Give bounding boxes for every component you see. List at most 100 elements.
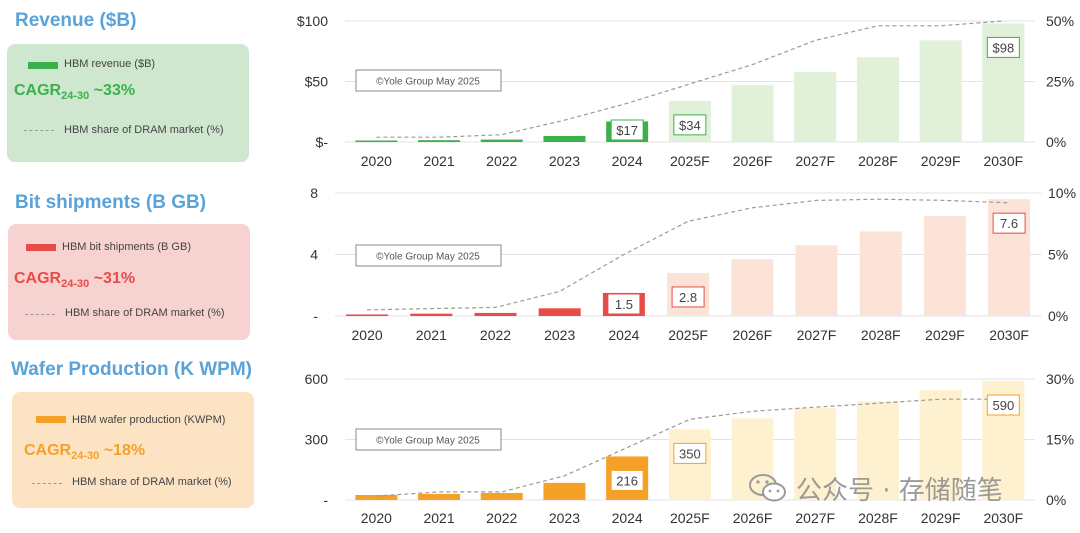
bit-shipments-bar	[538, 308, 581, 316]
bit-shipments-bar	[731, 259, 774, 316]
wafer-bar	[794, 408, 837, 500]
bit-shipments-x-tick: 2023	[544, 327, 575, 343]
wafer-data-label-box	[673, 442, 707, 464]
wafer-annotation-box	[355, 428, 502, 451]
revenue-data-label: $34	[679, 118, 701, 133]
wafer-x-tick: 2022	[486, 510, 517, 526]
bit-shipments-bar	[410, 313, 453, 316]
bit-shipments-data-label-box	[992, 212, 1026, 234]
wechat-icon	[749, 474, 786, 502]
wafer-x-tick: 2020	[361, 510, 392, 526]
bit-shipments-data-label: 7.6	[1000, 216, 1018, 231]
wafer-bar	[355, 494, 398, 500]
revenue-line-label: HBM share of DRAM market (%)	[64, 124, 224, 136]
bit-shipments-right-tick: 5%	[1048, 247, 1068, 263]
revenue-bar-label: HBM revenue ($B)	[64, 58, 156, 70]
revenue-x-tick: 2025F	[670, 153, 710, 169]
bit-shipments-x-tick: 2025F	[668, 327, 708, 343]
bit-shipments-cagr: CAGR24-30 ~31%	[14, 270, 136, 291]
bit-shipments-title: Bit shipments (B GB)	[15, 192, 207, 213]
revenue-legend-box: HBM revenue ($B) CAGR24-30 ~33% HBM shar…	[7, 44, 249, 162]
revenue-bar	[731, 85, 774, 142]
bit-shipments-left-tick: 8	[310, 185, 318, 201]
revenue-data-label: $17	[616, 123, 638, 138]
wafer-x-tick: 2030F	[983, 510, 1023, 526]
wafer-x-tick: 2028F	[858, 510, 898, 526]
bit-shipments-bar-label: HBM bit shipments (B GB)	[62, 241, 191, 253]
bit-shipments-bar	[923, 216, 966, 316]
revenue-bar	[543, 135, 586, 142]
bit-shipments-bar	[474, 312, 517, 316]
revenue-data-label-box	[673, 114, 707, 136]
wafer-x-tick: 2021	[423, 510, 454, 526]
wafer-data-label: 590	[992, 398, 1014, 413]
revenue-bar	[794, 71, 837, 142]
wafer-x-tick: 2026F	[733, 510, 773, 526]
wafer-x-tick: 2024	[612, 510, 643, 526]
wafer-data-label: 216	[616, 473, 638, 488]
bit-shipments-data-label-box	[671, 286, 705, 308]
revenue-right-tick: 50%	[1046, 13, 1074, 29]
wafer-data-label: 350	[679, 446, 701, 461]
revenue-bar-swatch	[28, 62, 58, 69]
wafer-x-tick: 2025F	[670, 510, 710, 526]
revenue-x-tick: 2029F	[921, 153, 961, 169]
revenue-x-tick: 2023	[549, 153, 580, 169]
bit-shipments-data-label-box	[607, 293, 641, 315]
revenue-x-tick: 2026F	[733, 153, 773, 169]
wafer-cagr: CAGR24-30 ~18%	[24, 442, 146, 463]
revenue-x-tick: 2030F	[983, 153, 1023, 169]
bit-shipments-share-line	[367, 198, 1010, 311]
bit-shipments-x-tick: 2024	[608, 327, 639, 343]
bit-shipments-x-tick: 2027F	[797, 327, 837, 343]
revenue-x-tick: 2020	[361, 153, 392, 169]
bit-shipments-annotation-box	[355, 244, 502, 267]
wafer-data-label-box	[610, 469, 644, 491]
wafer-data-label-box	[986, 394, 1020, 416]
wafer-x-tick: 2023	[549, 510, 580, 526]
wafer-bar	[543, 482, 586, 500]
bit-shipments-annotation: ©Yole Group May 2025	[376, 252, 480, 263]
bit-shipments-data-label: 2.8	[679, 290, 697, 305]
wafer-x-tick: 2029F	[921, 510, 961, 526]
revenue-x-tick: 2022	[486, 153, 517, 169]
revenue-line-swatch	[24, 130, 54, 131]
wafer-left-tick: 600	[305, 371, 329, 387]
revenue-annotation: ©Yole Group May 2025	[376, 77, 480, 88]
wafer-x-tick: 2027F	[795, 510, 835, 526]
wafer-title: Wafer Production (K WPM)	[11, 359, 252, 380]
bit-shipments-data-label: 1.5	[615, 297, 633, 312]
revenue-bar	[355, 140, 398, 142]
wafer-bar-swatch	[36, 416, 66, 423]
revenue-x-tick: 2028F	[858, 153, 898, 169]
wafer-bar	[480, 492, 523, 500]
revenue-cagr: CAGR24-30 ~33%	[14, 82, 136, 103]
revenue-left-tick: $100	[297, 13, 328, 29]
wafer-right-tick: 30%	[1046, 371, 1074, 387]
revenue-right-tick: 0%	[1046, 134, 1066, 150]
bit-shipments-bar	[859, 231, 902, 316]
wafer-left-tick: 300	[305, 432, 329, 448]
wafer-left-tick: -	[323, 492, 328, 508]
revenue-left-tick: $-	[316, 134, 329, 150]
watermark: 公众号 · 存储随笔	[796, 476, 1003, 506]
bit-shipments-x-tick: 2028F	[861, 327, 901, 343]
wafer-legend-box: HBM wafer production (KWPM) CAGR24-30 ~1…	[12, 392, 254, 508]
wafer-bar	[856, 401, 899, 500]
wafer-bar-label: HBM wafer production (KWPM)	[72, 414, 226, 426]
bit-shipments-line-label: HBM share of DRAM market (%)	[65, 307, 225, 319]
wafer-line-label: HBM share of DRAM market (%)	[72, 476, 232, 488]
revenue-x-tick: 2024	[612, 153, 643, 169]
revenue-data-label-box	[986, 36, 1020, 58]
bit-shipments-x-tick: 2026F	[732, 327, 772, 343]
bit-shipments-left-tick: -	[313, 308, 318, 324]
revenue-data-label: $98	[992, 40, 1014, 55]
revenue-x-tick: 2021	[423, 153, 454, 169]
bit-shipments-x-tick: 2029F	[925, 327, 965, 343]
wafer-right-tick: 15%	[1046, 432, 1074, 448]
revenue-left-tick: $50	[305, 74, 329, 90]
bit-shipments-bar	[795, 245, 838, 316]
revenue-title: Revenue ($B)	[15, 10, 137, 31]
revenue-bar	[919, 40, 962, 142]
